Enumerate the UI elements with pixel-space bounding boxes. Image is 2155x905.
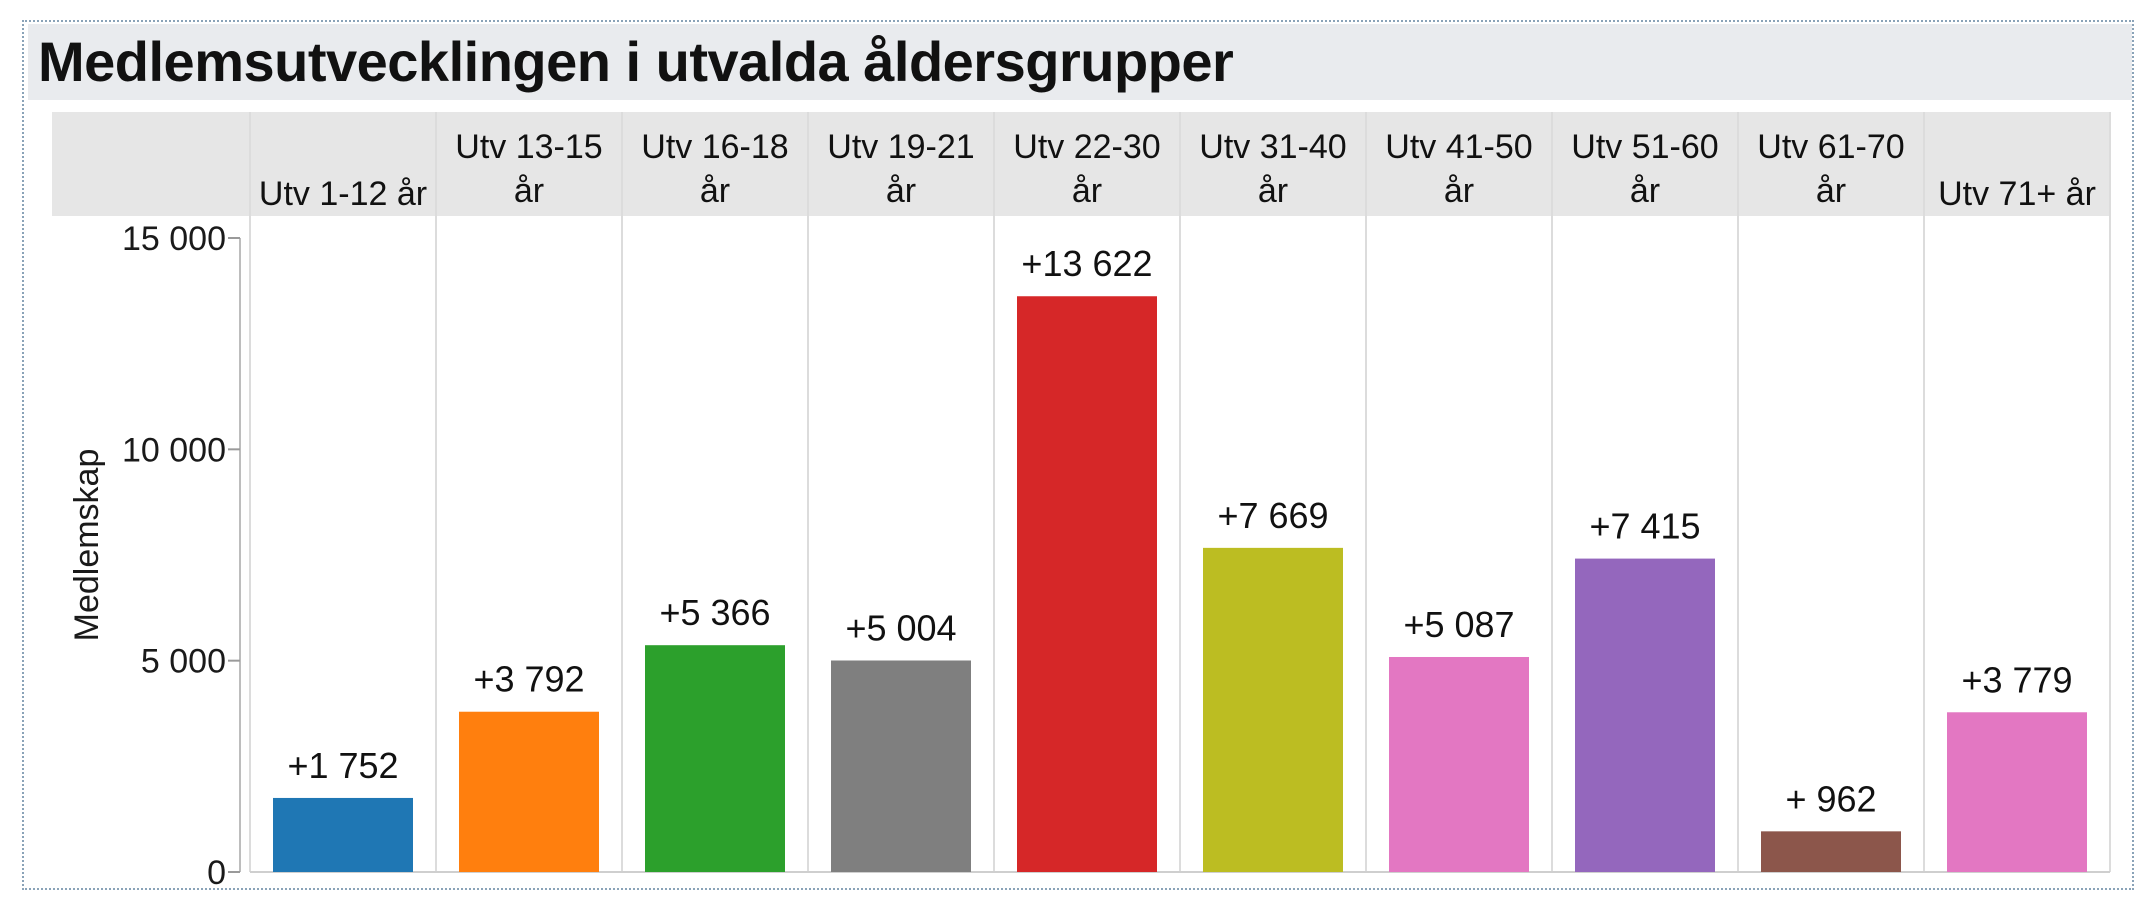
y-axis: 0 5 000 10 000 15 000 xyxy=(122,220,241,892)
data-label: +5 366 xyxy=(659,592,770,633)
data-label: +3 779 xyxy=(1961,659,2072,700)
data-label: +7 415 xyxy=(1589,506,1700,547)
category-label: år xyxy=(1444,172,1474,210)
bar xyxy=(645,645,785,872)
data-label: +5 087 xyxy=(1403,604,1514,645)
category-label: Utv 22-30 xyxy=(1013,128,1160,166)
bar xyxy=(1947,712,2087,872)
data-labels: +1 752 +3 792 +5 366 +5 004 +13 622 +7 669 +5 … xyxy=(287,243,2072,819)
bar xyxy=(1017,296,1157,872)
y-tick-label: 5 000 xyxy=(141,643,226,681)
category-label: Utv 71+ år xyxy=(1938,175,2096,213)
category-label: år xyxy=(514,172,544,210)
chart-title: Medlemsutvecklingen i utvalda åldersgrup… xyxy=(38,30,1234,93)
chart-frame xyxy=(22,20,2134,890)
bar xyxy=(273,797,413,872)
category-label: år xyxy=(1258,172,1288,210)
y-axis-title: Medlemskap xyxy=(68,449,106,642)
header-band xyxy=(52,112,2110,216)
data-label: +13 622 xyxy=(1021,243,1152,284)
data-label: +5 004 xyxy=(845,607,956,648)
category-label: år xyxy=(1816,172,1846,210)
data-label: +3 792 xyxy=(473,659,584,700)
data-label: +1 752 xyxy=(287,745,398,786)
data-label: + 962 xyxy=(1785,778,1876,819)
category-label: Utv 51-60 xyxy=(1571,128,1718,166)
bars xyxy=(273,296,2087,872)
category-label: Utv 1-12 år xyxy=(259,175,427,213)
category-label: Utv 16-18 xyxy=(641,128,788,166)
bar xyxy=(1203,547,1343,872)
y-tick-label: 15 000 xyxy=(122,220,226,258)
title-band xyxy=(28,24,2132,100)
bar xyxy=(459,711,599,872)
category-label: Utv 19-21 xyxy=(827,128,974,166)
category-label: år xyxy=(886,172,916,210)
category-label: år xyxy=(700,172,730,210)
bar xyxy=(1575,558,1715,872)
category-label: år xyxy=(1072,172,1102,210)
data-label: +7 669 xyxy=(1217,495,1328,536)
category-label: Utv 13-15 xyxy=(455,128,602,166)
bar xyxy=(1761,831,1901,872)
bar xyxy=(831,660,971,872)
category-label: Utv 61-70 xyxy=(1757,128,1904,166)
y-tick-label: 0 xyxy=(207,854,226,892)
category-header: Utv 1-12 år Utv 13-15 år Utv 16-18 år Utv 19-… xyxy=(52,112,2110,216)
bar xyxy=(1389,656,1529,872)
category-label: Utv 31-40 xyxy=(1199,128,1346,166)
category-label: Utv 41-50 xyxy=(1385,128,1532,166)
category-label: år xyxy=(1630,172,1660,210)
y-tick-label: 10 000 xyxy=(122,431,226,469)
